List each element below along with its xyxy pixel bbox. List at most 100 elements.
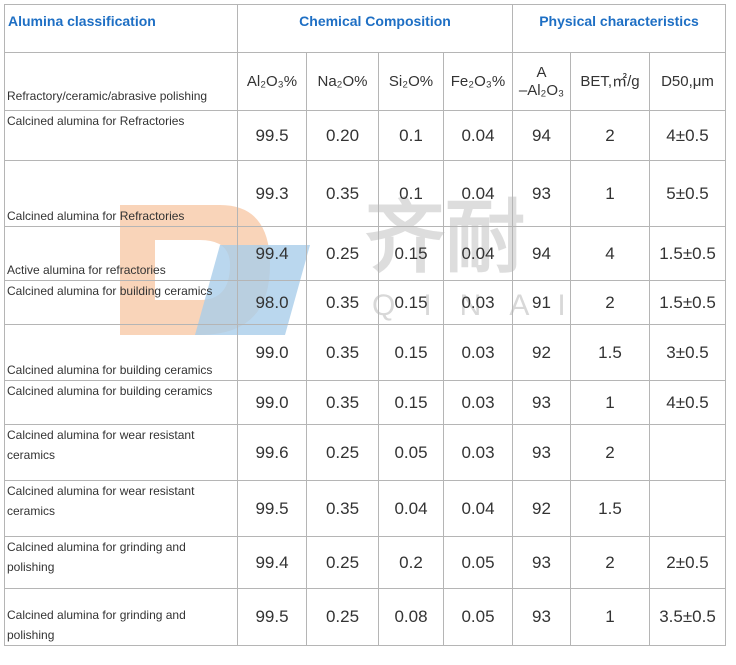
data-cell: 0.04	[443, 160, 513, 227]
data-cell: 93	[512, 380, 571, 425]
data-cell: 1.5	[570, 480, 650, 537]
data-cell: 99.6	[237, 424, 307, 481]
data-cell: 0.05	[443, 536, 513, 589]
row-label: Calcined alumina for building ceramics	[4, 380, 238, 425]
data-cell: 5±0.5	[649, 160, 726, 227]
data-cell: 0.20	[306, 110, 379, 161]
data-cell: 0.25	[306, 536, 379, 589]
data-cell: 94	[512, 226, 571, 281]
data-cell: 93	[512, 424, 571, 481]
data-cell: 0.1	[378, 160, 444, 227]
data-cell: 2	[570, 424, 650, 481]
data-cell: 99.5	[237, 480, 307, 537]
table-row: Calcined alumina for grinding and polish…	[4, 536, 726, 589]
table-row: Calcined alumina for wear resistant cera…	[4, 480, 726, 537]
data-cell: 4	[570, 226, 650, 281]
column-header: Al₂O₃%	[237, 52, 307, 111]
data-cell: 2	[570, 110, 650, 161]
data-cell: 4±0.5	[649, 380, 726, 425]
column-header: Si₂O%	[378, 52, 444, 111]
data-cell: 93	[512, 160, 571, 227]
data-cell: 1	[570, 588, 650, 646]
column-header: A –Al₂O₃	[512, 52, 571, 111]
row-label: Calcined alumina for building ceramics	[4, 324, 238, 381]
table-row: Calcined alumina for building ceramics 98…	[4, 280, 726, 325]
data-cell: 1	[570, 380, 650, 425]
data-cell: 0.2	[378, 536, 444, 589]
data-cell: 99.0	[237, 324, 307, 381]
data-cell: 0.05	[443, 588, 513, 646]
data-cell: 0.15	[378, 226, 444, 281]
data-cell: 99.4	[237, 226, 307, 281]
data-cell: 0.25	[306, 424, 379, 481]
data-cell: 3.5±0.5	[649, 588, 726, 646]
header-cell: Chemical Composition	[237, 4, 513, 53]
table-row: Refractory/ceramic/abrasive polishing Al₂…	[4, 52, 726, 111]
column-header: Na₂O%	[306, 52, 379, 111]
data-cell: 99.4	[237, 536, 307, 589]
data-cell: 92	[512, 324, 571, 381]
data-cell: 0.03	[443, 424, 513, 481]
row-label: Calcined alumina for wear resistant cera…	[4, 424, 238, 481]
data-cell: 1.5±0.5	[649, 226, 726, 281]
data-cell: 0.35	[306, 160, 379, 227]
data-cell	[649, 480, 726, 537]
header-cell: Alumina classification	[4, 4, 238, 53]
data-cell: 2	[570, 280, 650, 325]
row-label: Calcined alumina for grinding and polish…	[4, 588, 238, 646]
data-cell: 0.05	[378, 424, 444, 481]
data-cell: 99.3	[237, 160, 307, 227]
table-row: Calcined alumina for Refractories 99.5 0.2…	[4, 110, 726, 161]
row-label: Calcined alumina for Refractories	[4, 110, 238, 161]
data-cell: 2±0.5	[649, 536, 726, 589]
data-cell: 0.04	[443, 480, 513, 537]
header-cell: Physical characteristics	[512, 4, 726, 53]
table-row: Alumina classification Chemical Compositi…	[4, 4, 726, 53]
data-cell: 0.15	[378, 324, 444, 381]
row-label: Active alumina for refractories	[4, 226, 238, 281]
data-cell: 0.15	[378, 280, 444, 325]
data-cell: 93	[512, 588, 571, 646]
data-cell: 1.5±0.5	[649, 280, 726, 325]
data-cell: 0.25	[306, 588, 379, 646]
data-cell: 99.5	[237, 588, 307, 646]
table-row: Calcined alumina for building ceramics 99…	[4, 324, 726, 381]
row-label: Calcined alumina for building ceramics	[4, 280, 238, 325]
column-header: D50,μm	[649, 52, 726, 111]
row-label: Calcined alumina for Refractories	[4, 160, 238, 227]
data-cell: 0.03	[443, 324, 513, 381]
data-cell: 0.25	[306, 226, 379, 281]
column-header: Fe₂O₃%	[443, 52, 513, 111]
data-cell: 99.0	[237, 380, 307, 425]
row-label: Calcined alumina for grinding and polish…	[4, 536, 238, 589]
table: Alumina classification Chemical Compositi…	[4, 4, 726, 646]
data-cell: 0.03	[443, 280, 513, 325]
data-cell	[649, 424, 726, 481]
table-row: Calcined alumina for Refractories 99.3 0.3…	[4, 160, 726, 227]
data-cell: 1	[570, 160, 650, 227]
data-cell: 4±0.5	[649, 110, 726, 161]
data-cell: 2	[570, 536, 650, 589]
data-cell: 93	[512, 536, 571, 589]
data-cell: 0.15	[378, 380, 444, 425]
data-cell: 92	[512, 480, 571, 537]
data-cell: 0.35	[306, 280, 379, 325]
table-row: Calcined alumina for building ceramics 99…	[4, 380, 726, 425]
table-row: Active alumina for refractories 99.4 0.25 0…	[4, 226, 726, 281]
data-cell: 99.5	[237, 110, 307, 161]
data-cell: 0.08	[378, 588, 444, 646]
data-cell: 3±0.5	[649, 324, 726, 381]
data-cell: 94	[512, 110, 571, 161]
data-cell: 98.0	[237, 280, 307, 325]
data-cell: 0.35	[306, 324, 379, 381]
table-row: Calcined alumina for grinding and polish…	[4, 588, 726, 646]
data-cell: 91	[512, 280, 571, 325]
data-cell: 0.35	[306, 480, 379, 537]
subheader-label: Refractory/ceramic/abrasive polishing	[4, 52, 238, 111]
row-label: Calcined alumina for wear resistant cera…	[4, 480, 238, 537]
data-cell: 0.1	[378, 110, 444, 161]
data-cell: 0.04	[443, 226, 513, 281]
data-cell: 0.04	[443, 110, 513, 161]
data-cell: 1.5	[570, 324, 650, 381]
